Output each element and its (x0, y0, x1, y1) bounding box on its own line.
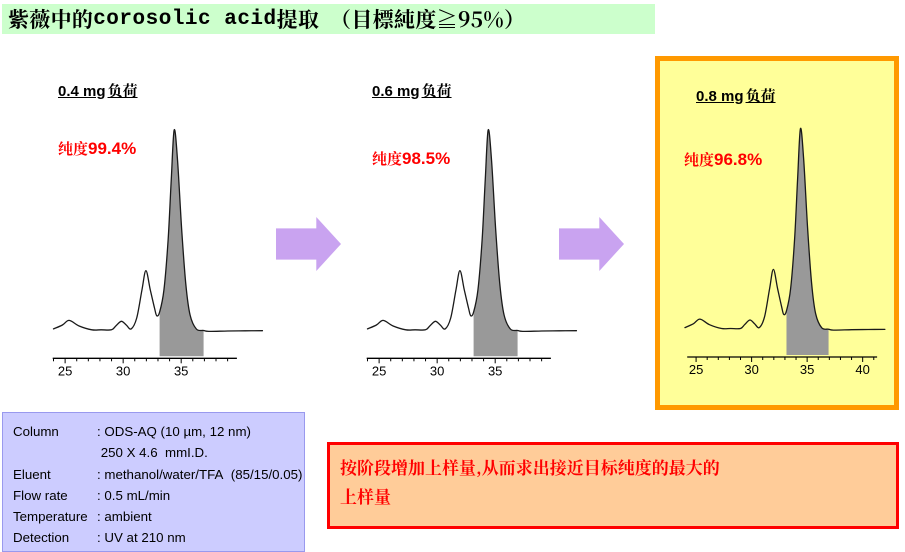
svg-text:30: 30 (430, 363, 444, 378)
svg-text:35: 35 (174, 363, 188, 378)
svg-text:25: 25 (689, 362, 703, 377)
svg-text:30: 30 (744, 362, 758, 377)
svg-text:25: 25 (58, 363, 72, 378)
svg-text:35: 35 (800, 362, 814, 377)
svg-text:25: 25 (372, 363, 386, 378)
svg-text:40: 40 (855, 362, 869, 377)
svg-text:35: 35 (488, 363, 502, 378)
svg-text:30: 30 (116, 363, 130, 378)
